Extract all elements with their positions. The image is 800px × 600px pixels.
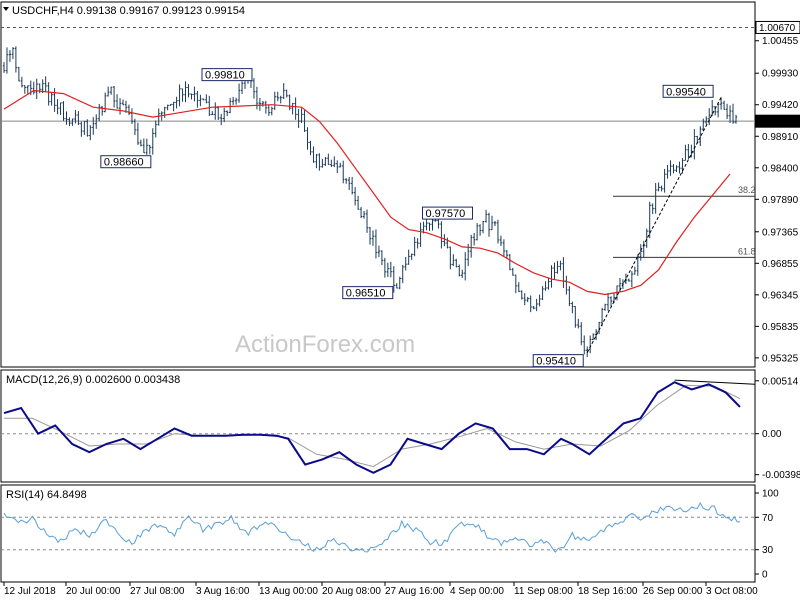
price-annotation-label: 0.99810 (205, 70, 245, 82)
price-y-tick-label: 0.95325 (762, 353, 799, 364)
x-tick-label: 26 Sep 00:00 (643, 586, 703, 597)
price-annotation-box (532, 354, 584, 368)
triangle-down-icon (3, 7, 9, 11)
x-tick-label: 3 Oct 08:00 (706, 586, 758, 597)
price-y-tick-label: 0.97365 (762, 227, 799, 238)
price-y-tick-label: 0.98910 (762, 132, 799, 143)
x-tick-label: 11 Sep 08:00 (514, 586, 573, 597)
macd-trendline (674, 379, 756, 385)
macd-title: MACD(12,26,9) 0.002600 0.003438 (6, 374, 180, 386)
fib-label: 61.8 (738, 246, 756, 256)
x-tick-label: 20 Aug 08:00 (322, 586, 381, 597)
x-tick-label: 12 Jul 2018 (4, 586, 56, 597)
price-y-tick-label: 0.96345 (762, 290, 799, 301)
price-annotation-box (201, 68, 253, 82)
rsi-title: RSI(14) 64.8498 (6, 489, 87, 501)
x-tick-label: 4 Sep 00:00 (450, 586, 504, 597)
level-tag (755, 20, 800, 34)
rsi-y-tick-label: 70 (762, 513, 774, 524)
price-y-tick-label: 0.99930 (762, 69, 799, 80)
price-y-tick-label: 1.00455 (762, 36, 799, 47)
trendline (586, 97, 722, 353)
rsi-panel (0, 484, 756, 583)
price-annotation-label: 0.98660 (104, 157, 144, 169)
price-annotation-box (662, 84, 714, 98)
rsi-layer (1, 501, 755, 553)
price-annotation-label: 0.97570 (425, 208, 465, 220)
x-tick-label: 27 Aug 16:00 (385, 586, 444, 597)
price-layer: 38.2 61.8 0.99810 0.98660 0.95410 0.96510 0.97… (1, 26, 756, 368)
price-y-tick-label: 0.97890 (762, 195, 799, 206)
x-tick-label: 3 Aug 16:00 (196, 586, 250, 597)
macd-y-tick-label: 0.00514 (762, 376, 799, 387)
price-y-tick-label: 0.99420 (762, 100, 799, 111)
macd-panel (0, 369, 756, 483)
rsi-y-tick-label: 100 (762, 489, 779, 500)
fib-label: 38.2 (738, 185, 756, 195)
price-y-tick-label: 0.98400 (762, 163, 799, 174)
macd-y-tick-label: 0.00 (762, 429, 782, 440)
macd-layer (1, 379, 756, 474)
x-tick-label: 20 Jul 00:00 (66, 586, 121, 597)
rsi-y-tick-label: 30 (762, 545, 774, 556)
price-y-tick-label: 0.96855 (762, 259, 799, 270)
x-tick-label: 13 Aug 00:00 (259, 586, 318, 597)
price-annotation-box (100, 155, 152, 169)
svg-text:USDCHF,H4 0.99138 0.99167 0.9: USDCHF,H4 0.99138 0.99167 0.99123 0.9915… (12, 5, 245, 17)
macd-line (3, 381, 741, 474)
price-title: USDCHF,H4 0.99138 0.99167 0.99123 0.9915… (3, 5, 245, 17)
price-panel (0, 1, 756, 368)
price-annotation-box (421, 206, 473, 220)
axis-layer: 1.00455 0.99930 0.99420 0.98910 0.98400 0.978… (3, 20, 800, 597)
level-tag-label: 0.99154 (759, 117, 796, 128)
price-annotation-label: 0.95410 (536, 356, 576, 368)
level-tag (755, 114, 800, 128)
price-annotation-box (342, 286, 394, 300)
price-y-tick-label: 0.95835 (762, 322, 799, 333)
x-tick-label: 18 Sep 16:00 (578, 586, 638, 597)
macd-y-tick-label: -0.003982 (762, 470, 800, 481)
x-tick-label: 27 Jul 08:00 (130, 586, 185, 597)
rsi-y-tick-label: 0 (762, 570, 768, 581)
watermark: ActionForex.com (235, 331, 415, 358)
rsi-line (3, 501, 741, 553)
price-annotation-label: 0.99540 (666, 86, 706, 98)
moving-average-line (3, 89, 731, 296)
level-tag-label: 1.00670 (759, 23, 796, 34)
macd-signal-line (4, 384, 741, 468)
price-annotation-label: 0.96510 (346, 288, 386, 300)
